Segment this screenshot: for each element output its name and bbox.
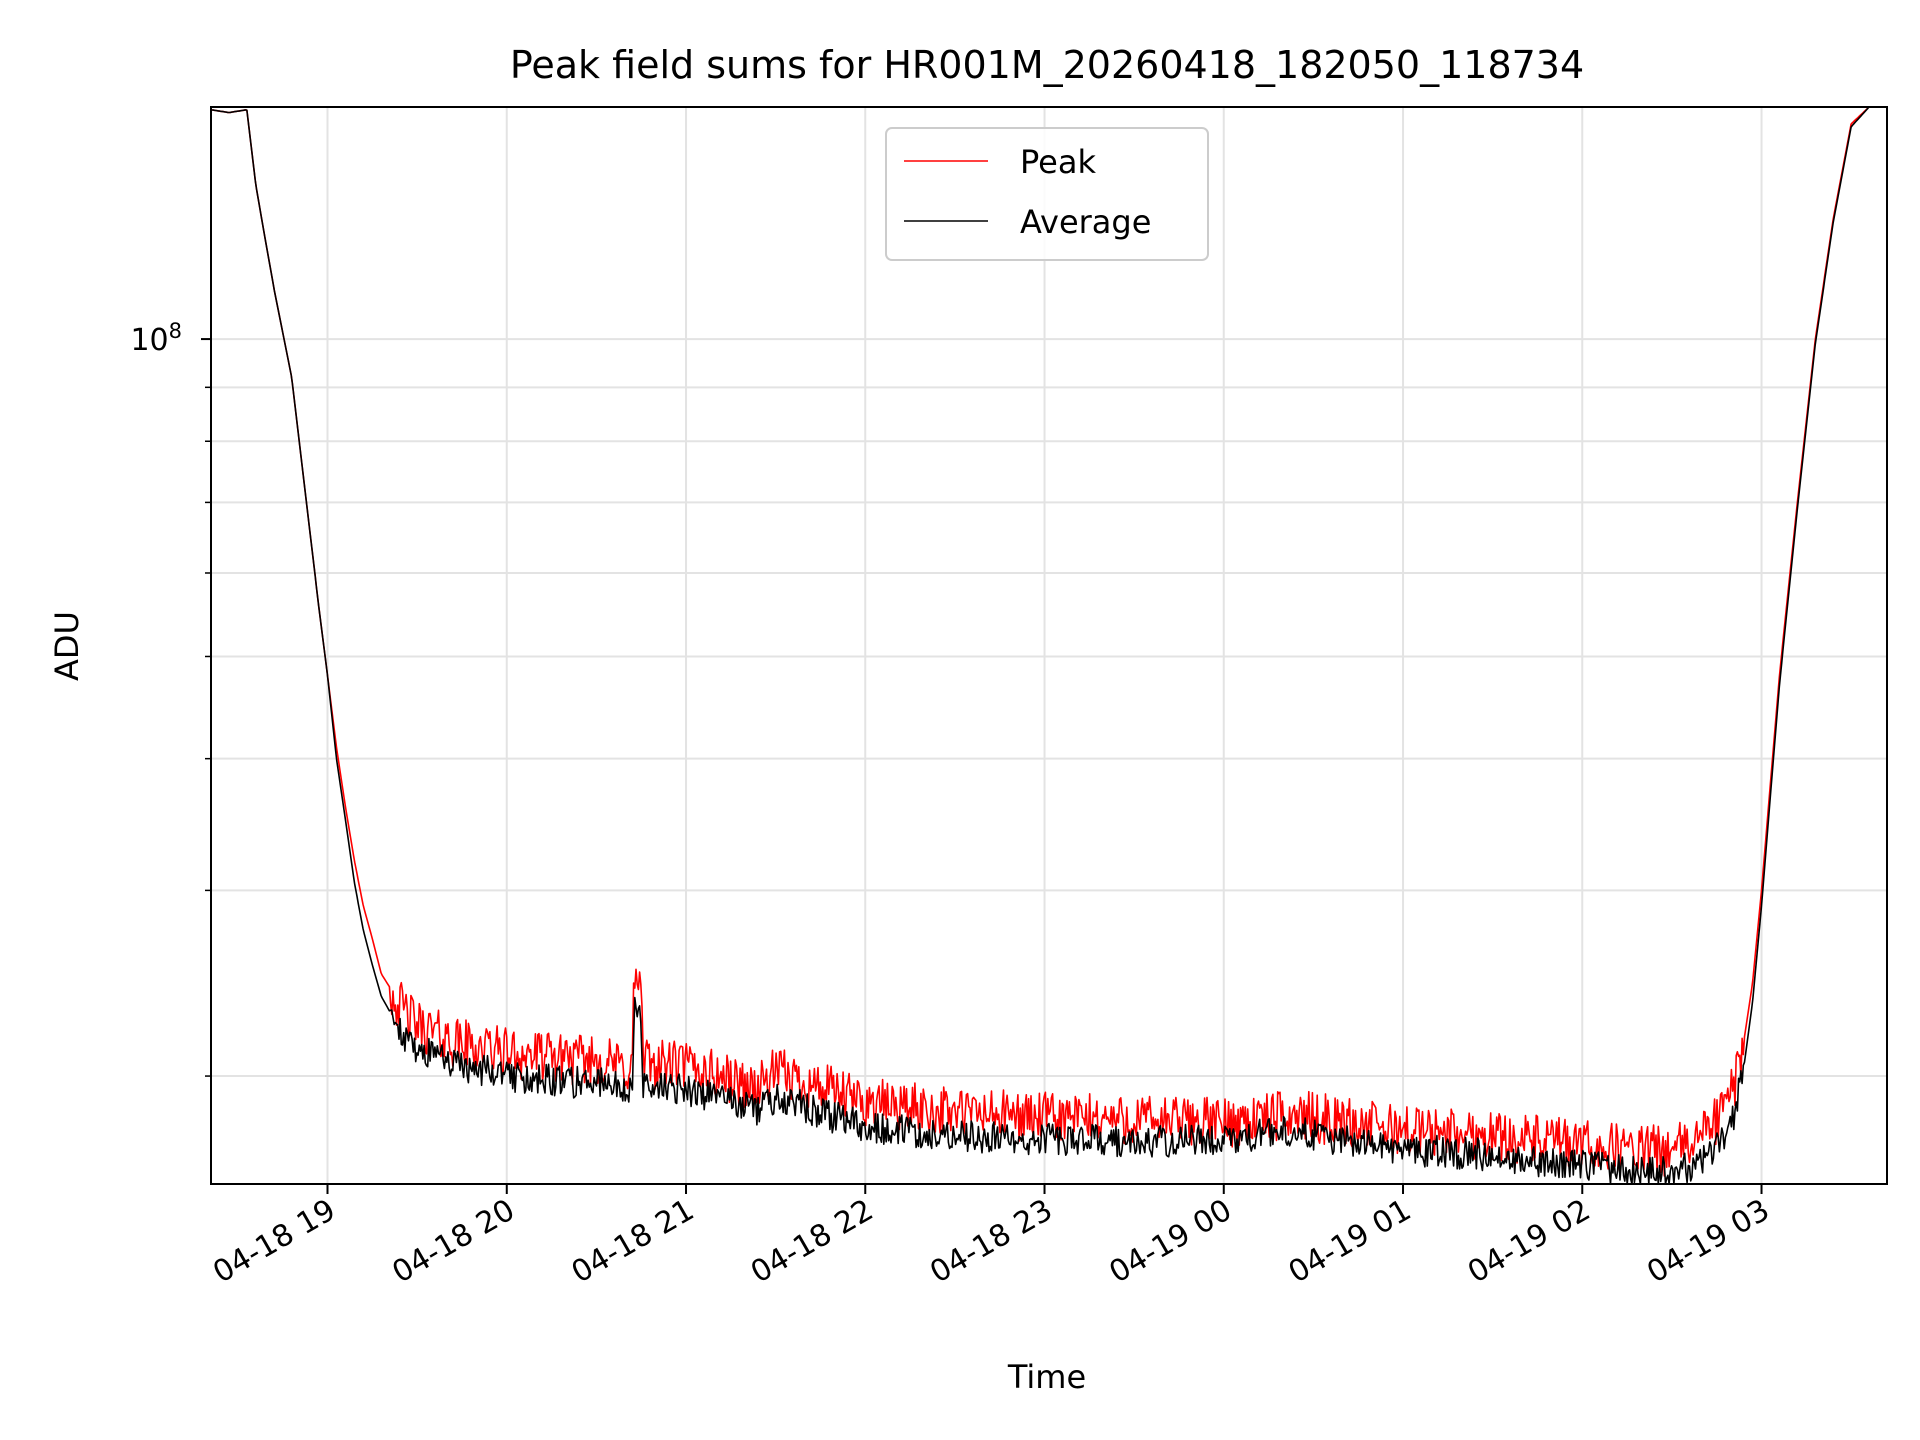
series-line-peak xyxy=(210,106,1887,1177)
legend-peak-label: Peak xyxy=(1020,143,1096,181)
y-axis-label: ADU xyxy=(48,611,86,681)
series-line-average xyxy=(210,106,1887,1185)
grid xyxy=(211,107,1887,1184)
x-axis-label: Time xyxy=(1007,1358,1086,1396)
chart-title: Peak field sums for HR001M_20260418_1820… xyxy=(510,43,1584,87)
y-tick-label: 108 xyxy=(130,319,182,358)
series-layer xyxy=(210,106,1887,1185)
plot-frame xyxy=(210,106,1888,1185)
legend-average-label: Average xyxy=(1020,203,1151,241)
legend: Peak Average xyxy=(885,127,1209,261)
y-ticks: 108 xyxy=(130,319,211,1077)
